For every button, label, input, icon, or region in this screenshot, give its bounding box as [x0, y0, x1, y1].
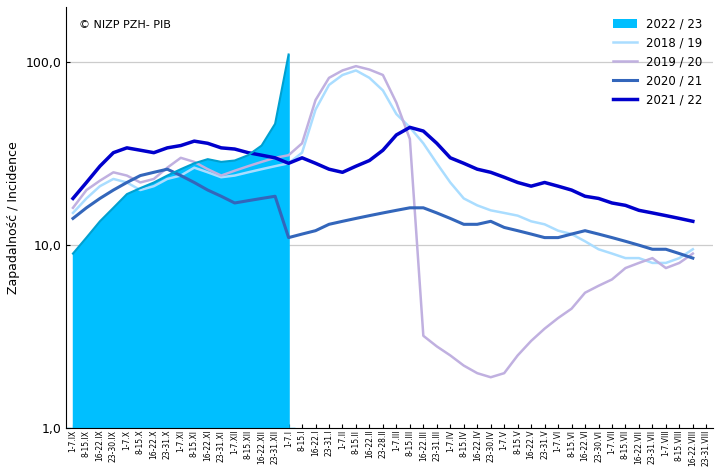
Legend: 2022 / 23, 2018 / 19, 2019 / 20, 2020 / 21, 2021 / 22: 2022 / 23, 2018 / 19, 2019 / 20, 2020 / … [608, 13, 707, 111]
Text: © NIZP PZH- PIB: © NIZP PZH- PIB [79, 19, 171, 30]
Y-axis label: Zapadalność / Incidence: Zapadalność / Incidence [7, 141, 20, 294]
